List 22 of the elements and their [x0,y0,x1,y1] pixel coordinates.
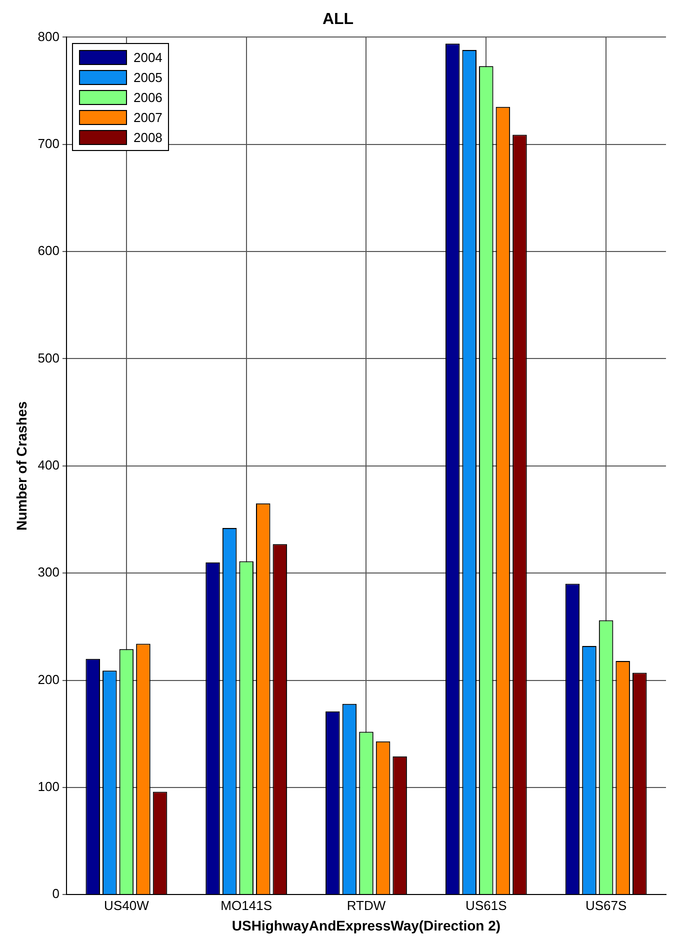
x-tick-label: US40W [104,898,150,913]
y-tick-label: 400 [38,457,60,472]
legend-label: 2007 [133,110,162,125]
y-tick-label: 500 [38,350,60,366]
y-tick-label: 300 [38,564,60,580]
x-axis-title: USHighwayAndExpressWay(Direction 2) [232,917,501,934]
legend-label: 2005 [133,70,162,85]
y-tick-label: 700 [38,136,60,151]
legend-label: 2004 [133,50,162,65]
y-tick-label: 800 [38,28,60,44]
legend-label: 2006 [133,90,162,105]
x-tick-label: US67S [585,898,627,913]
x-tick-label: RTDW [346,898,386,913]
y-tick-label: 600 [38,243,60,258]
x-tick-label: MO141S [220,898,272,913]
chart-title: ALL [322,11,354,28]
legend-label: 2008 [133,130,162,145]
y-axis-title: Number of Crashes [13,401,30,530]
y-tick-label: 0 [52,886,60,902]
x-tick-label: US61S [466,898,508,913]
y-tick-label: 100 [38,779,60,794]
y-tick-label: 200 [38,672,60,687]
